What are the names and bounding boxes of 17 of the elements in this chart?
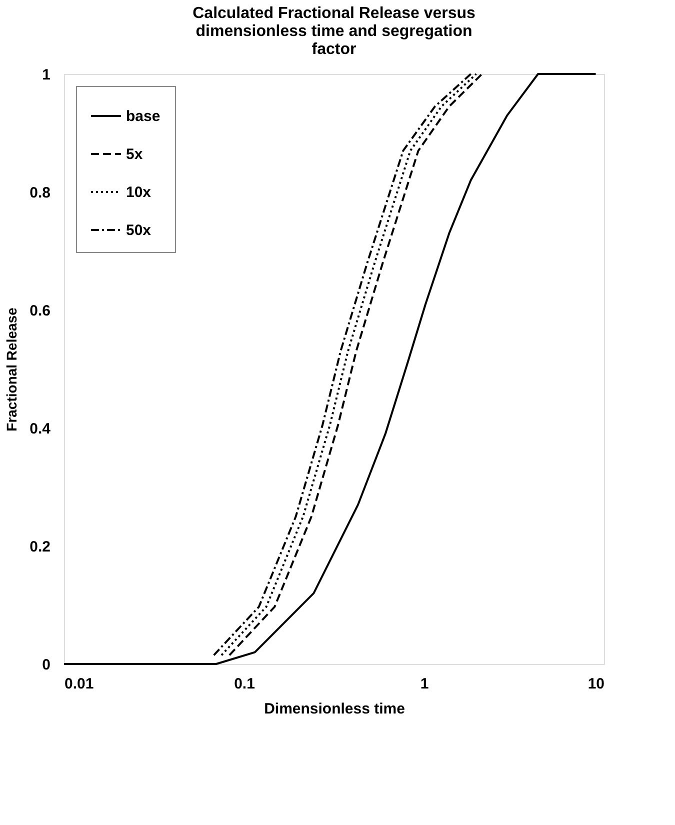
y-tick-label: 0.8 xyxy=(30,184,50,202)
y-axis-title: Fractional Release xyxy=(4,307,20,432)
y-tick-label: 0 xyxy=(42,656,50,674)
y-tick-label: 0.4 xyxy=(30,420,52,438)
x-tick-label: 0.1 xyxy=(234,676,255,692)
x-tick-label: 10 xyxy=(588,676,604,692)
legend-label: 50x xyxy=(126,222,152,239)
x-tick-label: 1 xyxy=(420,676,429,692)
legend-label: 10x xyxy=(126,184,152,201)
legend-label: 5x xyxy=(126,146,144,163)
y-tick-label: 1 xyxy=(42,66,50,84)
chart-title: Calculated Fractional Release versus dimensionless time and segregation factor xyxy=(192,5,476,58)
legend-label: base xyxy=(126,108,160,125)
y-tick-label: 0.2 xyxy=(30,538,50,556)
x-axis-title: Dimensionless time xyxy=(264,700,405,718)
x-tick-label: 0.01 xyxy=(64,676,94,692)
y-tick-label: 0.6 xyxy=(30,302,50,320)
